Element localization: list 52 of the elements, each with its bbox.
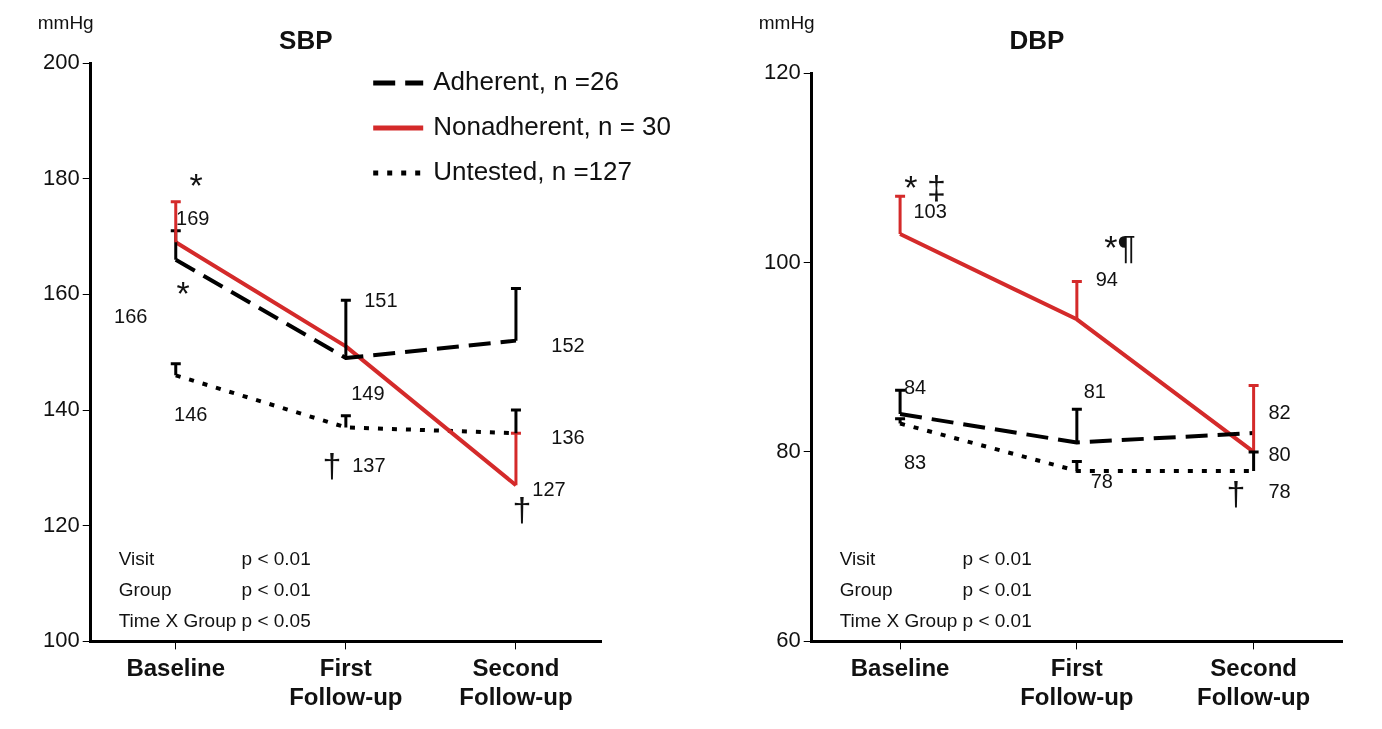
chart-title: DBP <box>1009 25 1065 56</box>
x-tick-label: First Follow-up <box>289 654 403 711</box>
data-label: 78 <box>1268 480 1291 503</box>
text: Visit p < 0.01 <box>839 547 1032 569</box>
legend-label: Nonadherent, n = 30 <box>433 111 671 142</box>
y-tick-label: 140 <box>42 396 80 422</box>
annotation: † <box>512 490 532 529</box>
x-tick-label: Second Follow-up <box>459 654 573 711</box>
data-label: 169 <box>176 206 210 229</box>
data-label: 94 <box>1095 267 1118 290</box>
data-label: 149 <box>351 382 385 405</box>
annotation: *¶ <box>1104 228 1136 267</box>
y-tick-label: 120 <box>763 59 801 85</box>
y-axis-title: mmHg <box>37 12 94 34</box>
x-tick-label: Baseline <box>850 654 950 682</box>
text: Group p < 0.01 <box>839 578 1032 600</box>
data-label: 78 <box>1090 470 1113 493</box>
annotation: * <box>176 274 190 313</box>
y-tick-label: 120 <box>42 511 80 537</box>
data-label: 83 <box>903 451 927 474</box>
data-label: 166 <box>114 305 148 328</box>
annotation: † <box>1226 474 1246 513</box>
data-label: 82 <box>1268 400 1291 423</box>
y-axis-title: mmHg <box>758 12 815 34</box>
annotation: Time X Group p < 0.05 <box>118 609 311 631</box>
data-label: 146 <box>174 402 208 425</box>
legend-label: Adherent, n =26 <box>433 66 619 97</box>
annotation: * <box>189 166 203 205</box>
data-label: 136 <box>551 425 585 448</box>
chart-title: SBP <box>279 25 333 56</box>
data-label: 84 <box>903 375 927 398</box>
text: Visit p < 0.01 <box>118 547 311 569</box>
annotation: Time X Group p < 0.01 <box>839 609 1032 631</box>
y-tick-label: 160 <box>42 280 80 306</box>
y-tick-label: 100 <box>763 248 801 274</box>
y-tick-label: 60 <box>776 627 801 653</box>
x-tick-label: Second Follow-up <box>1196 654 1311 711</box>
data-label: 127 <box>532 477 566 500</box>
data-label: 152 <box>551 334 585 357</box>
data-label: 81 <box>1083 379 1106 402</box>
data-label: 151 <box>364 288 398 311</box>
x-tick-label: First Follow-up <box>1020 654 1134 711</box>
y-tick-label: 80 <box>776 438 801 463</box>
y-tick-label: 180 <box>42 164 80 190</box>
x-tick-label: Baseline <box>126 654 226 682</box>
text: Group p < 0.01 <box>118 578 311 600</box>
y-tick-label: 200 <box>42 49 80 75</box>
y-tick-label: 100 <box>42 627 80 653</box>
data-label: 80 <box>1268 443 1291 466</box>
data-label: 137 <box>352 453 386 476</box>
legend-label: Untested, n =127 <box>433 156 632 187</box>
annotation: † <box>322 446 342 485</box>
